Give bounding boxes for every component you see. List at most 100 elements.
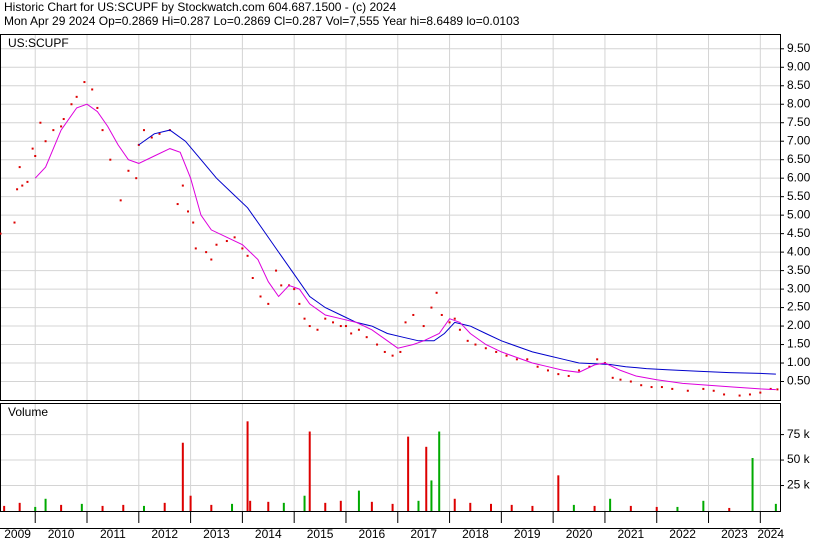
volume-bar bbox=[189, 495, 192, 511]
volume-bar bbox=[438, 431, 441, 511]
price-point bbox=[422, 325, 425, 328]
price-point bbox=[18, 166, 21, 169]
volume-bar bbox=[655, 506, 658, 511]
x-tick-label: 2017 bbox=[410, 527, 437, 541]
price-point bbox=[16, 188, 19, 191]
volume-bar bbox=[246, 421, 249, 511]
price-point bbox=[723, 393, 726, 396]
y-tick-label: 2.00 bbox=[787, 318, 811, 332]
y-tick-label: 25 k bbox=[787, 478, 811, 492]
y-tick-label: 4.00 bbox=[787, 244, 811, 258]
volume-bar bbox=[728, 507, 731, 511]
volume-bar bbox=[339, 500, 342, 511]
price-point bbox=[44, 140, 47, 143]
price-point bbox=[75, 95, 78, 98]
x-tick-label: 2012 bbox=[151, 527, 178, 541]
price-point bbox=[448, 321, 451, 324]
price-point bbox=[339, 325, 342, 328]
price-point bbox=[712, 389, 715, 392]
price-point bbox=[158, 132, 161, 135]
price-point bbox=[205, 251, 208, 254]
price-point bbox=[640, 384, 643, 387]
price-point bbox=[546, 369, 549, 372]
price-point bbox=[21, 184, 24, 187]
price-point bbox=[181, 184, 184, 187]
panel-background bbox=[0, 34, 781, 401]
price-point bbox=[31, 147, 34, 150]
volume-bar bbox=[324, 502, 327, 511]
panel-background bbox=[0, 403, 781, 512]
y-tick-label: 2.50 bbox=[787, 300, 811, 314]
volume-bar bbox=[181, 442, 184, 511]
x-tick-label: 2015 bbox=[307, 527, 334, 541]
volume-bar bbox=[572, 504, 575, 511]
y-tick-label: 1.00 bbox=[787, 355, 811, 369]
price-point bbox=[251, 277, 254, 279]
volume-bar bbox=[267, 501, 270, 511]
x-tick-label: 2023 bbox=[721, 527, 748, 541]
volume-bar bbox=[702, 500, 705, 511]
volume-bar bbox=[430, 480, 433, 511]
y-tick-label: 6.50 bbox=[787, 152, 811, 166]
price-point bbox=[142, 129, 145, 132]
price-point bbox=[192, 221, 195, 224]
price-point bbox=[225, 240, 228, 243]
price-point bbox=[303, 317, 306, 320]
price-point bbox=[650, 386, 653, 389]
volume-bar bbox=[249, 500, 252, 511]
price-point bbox=[536, 365, 539, 368]
volume-bar bbox=[453, 498, 456, 511]
price-point bbox=[466, 339, 469, 342]
x-tick-label: 2024 bbox=[757, 527, 784, 541]
price-point bbox=[412, 313, 415, 316]
volume-bar bbox=[18, 502, 21, 511]
volume-bar bbox=[676, 506, 679, 511]
price-point bbox=[526, 358, 529, 361]
panel-title: Volume bbox=[8, 405, 48, 419]
x-tick-label: 2016 bbox=[359, 527, 386, 541]
price-point bbox=[505, 354, 508, 357]
price-point bbox=[324, 317, 327, 320]
price-point bbox=[26, 180, 29, 183]
y-tick-label: 50 k bbox=[787, 452, 811, 466]
price-point bbox=[70, 103, 73, 106]
price-point bbox=[91, 88, 94, 91]
volume-bar bbox=[44, 498, 47, 511]
y-tick-label: 8.00 bbox=[787, 96, 811, 110]
price-point bbox=[748, 393, 751, 396]
price-point bbox=[293, 288, 296, 291]
price-point bbox=[567, 374, 570, 377]
x-tick-label: 2019 bbox=[514, 527, 541, 541]
price-point bbox=[391, 354, 394, 357]
price-point bbox=[280, 284, 283, 287]
price-point bbox=[588, 365, 591, 368]
volume-bar bbox=[407, 436, 410, 511]
volume-bar bbox=[163, 502, 166, 511]
price-point bbox=[210, 258, 213, 261]
price-point bbox=[686, 389, 689, 392]
price-point bbox=[344, 325, 347, 328]
price-point bbox=[484, 347, 487, 350]
price-point bbox=[596, 358, 599, 361]
volume-bar bbox=[469, 502, 472, 511]
price-point bbox=[233, 236, 236, 239]
volume-bar bbox=[303, 495, 306, 511]
price-point bbox=[259, 295, 262, 298]
price-point bbox=[60, 125, 63, 128]
price-point bbox=[109, 158, 112, 161]
price-point bbox=[365, 336, 368, 339]
volume-bar bbox=[489, 503, 492, 511]
price-point bbox=[557, 373, 560, 376]
price-point bbox=[275, 269, 278, 272]
price-point bbox=[495, 350, 498, 353]
price-point bbox=[83, 81, 86, 84]
price-point bbox=[52, 129, 55, 132]
volume-bar bbox=[357, 490, 360, 511]
volume-bar bbox=[557, 475, 560, 511]
y-tick-label: 7.50 bbox=[787, 115, 811, 129]
price-point bbox=[246, 254, 249, 257]
price-point bbox=[241, 247, 244, 250]
volume-bar bbox=[308, 431, 311, 511]
x-tick-label: 2020 bbox=[566, 527, 593, 541]
price-point bbox=[96, 106, 99, 109]
